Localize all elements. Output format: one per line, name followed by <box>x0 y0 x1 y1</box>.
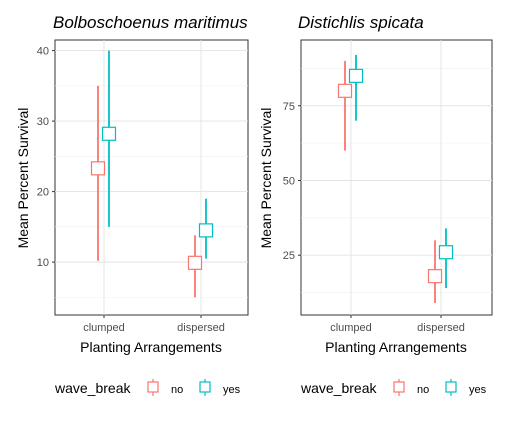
y-tick-label: 75 <box>283 101 295 113</box>
point-yes <box>348 68 364 83</box>
panel-title: Distichlis spicata <box>298 13 424 32</box>
x-tick-label: dispersed <box>417 322 465 334</box>
y-axis: 10 20 30 40 <box>37 46 55 269</box>
y-tick-label: 25 <box>283 250 295 262</box>
y-tick-label: 30 <box>37 116 49 128</box>
legend-key-square <box>445 381 457 393</box>
legend-label-yes: yes <box>223 384 241 396</box>
legend-label-no: no <box>171 384 183 396</box>
y-tick-label: 40 <box>37 46 49 58</box>
panel-title: Bolboschoenus maritimus <box>53 13 248 32</box>
panel-bolboschoenus: Bolboschoenus maritimus 10 20 30 40 clumped… <box>15 13 249 355</box>
panel-distichlis: Distichlis spicata 25 50 75 clumped disper… <box>258 13 493 355</box>
x-tick-label: clumped <box>330 322 372 334</box>
x-axis: clumped dispersed <box>83 315 225 334</box>
legend-label-no: no <box>417 384 429 396</box>
x-axis-label: Planting Arrangements <box>80 339 222 355</box>
legend-right: wave_break no yes <box>300 379 487 396</box>
legend-key-yes <box>199 379 211 396</box>
point-no <box>427 269 443 284</box>
point-yes <box>438 245 454 260</box>
y-tick-label: 20 <box>37 187 49 199</box>
legend-label-yes: yes <box>469 384 487 396</box>
legend-key-square <box>199 381 211 393</box>
legend-key-square <box>393 381 405 393</box>
point-yes <box>198 223 214 238</box>
y-tick-label: 50 <box>283 175 295 187</box>
y-tick-label: 10 <box>37 257 49 269</box>
y-axis-label: Mean Percent Survival <box>258 108 274 249</box>
plot-panel <box>54 39 249 316</box>
legend-key-no <box>147 379 159 396</box>
y-axis: 25 50 75 <box>283 101 301 262</box>
x-axis-label: Planting Arrangements <box>325 339 467 355</box>
point-no <box>187 255 203 270</box>
point-no <box>337 83 353 98</box>
data-marks <box>90 50 214 298</box>
legend-key-no <box>393 379 405 396</box>
legend-left: wave_break no yes <box>54 379 241 396</box>
data-marks <box>337 54 454 304</box>
y-axis-label: Mean Percent Survival <box>15 108 31 249</box>
legend-key-square <box>147 381 159 393</box>
plot-panel <box>300 39 493 316</box>
point-yes <box>101 126 117 141</box>
legend-key-yes <box>445 379 457 396</box>
x-tick-label: dispersed <box>177 322 225 334</box>
x-tick-label: clumped <box>83 322 125 334</box>
x-axis: clumped dispersed <box>330 315 465 334</box>
legend-title: wave_break <box>300 380 377 396</box>
point-no <box>90 161 106 176</box>
legend-title: wave_break <box>54 380 131 396</box>
